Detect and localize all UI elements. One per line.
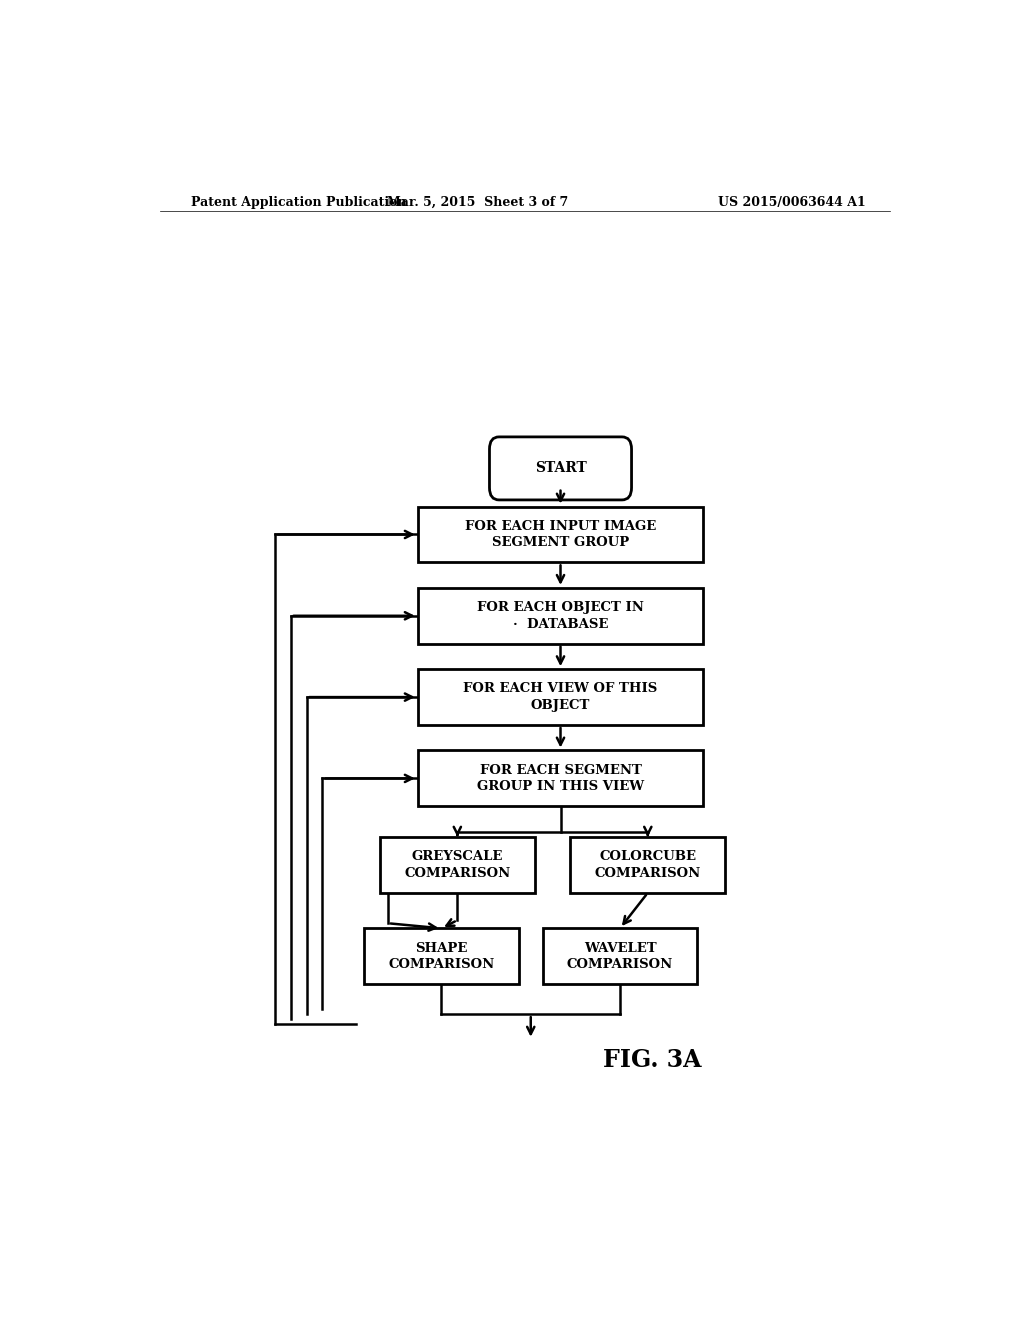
FancyBboxPatch shape: [418, 669, 703, 725]
Text: Patent Application Publication: Patent Application Publication: [191, 195, 407, 209]
FancyBboxPatch shape: [418, 507, 703, 562]
Text: FIG. 3A: FIG. 3A: [602, 1048, 701, 1072]
Text: US 2015/0063644 A1: US 2015/0063644 A1: [718, 195, 866, 209]
Text: FOR EACH SEGMENT
GROUP IN THIS VIEW: FOR EACH SEGMENT GROUP IN THIS VIEW: [477, 764, 644, 793]
FancyBboxPatch shape: [418, 587, 703, 644]
Text: COLORCUBE
COMPARISON: COLORCUBE COMPARISON: [595, 850, 701, 879]
Text: FOR EACH INPUT IMAGE
SEGMENT GROUP: FOR EACH INPUT IMAGE SEGMENT GROUP: [465, 520, 656, 549]
Text: FOR EACH VIEW OF THIS
OBJECT: FOR EACH VIEW OF THIS OBJECT: [464, 682, 657, 711]
FancyBboxPatch shape: [365, 928, 519, 985]
Text: WAVELET
COMPARISON: WAVELET COMPARISON: [567, 941, 673, 972]
Text: START: START: [535, 462, 587, 475]
FancyBboxPatch shape: [418, 751, 703, 807]
Text: GREYSCALE
COMPARISON: GREYSCALE COMPARISON: [404, 850, 511, 879]
FancyBboxPatch shape: [570, 837, 725, 892]
Text: Mar. 5, 2015  Sheet 3 of 7: Mar. 5, 2015 Sheet 3 of 7: [386, 195, 568, 209]
Text: FOR EACH OBJECT IN
·  DATABASE: FOR EACH OBJECT IN · DATABASE: [477, 601, 644, 631]
FancyBboxPatch shape: [543, 928, 697, 985]
Text: SHAPE
COMPARISON: SHAPE COMPARISON: [388, 941, 495, 972]
FancyBboxPatch shape: [489, 437, 632, 500]
FancyBboxPatch shape: [380, 837, 535, 892]
